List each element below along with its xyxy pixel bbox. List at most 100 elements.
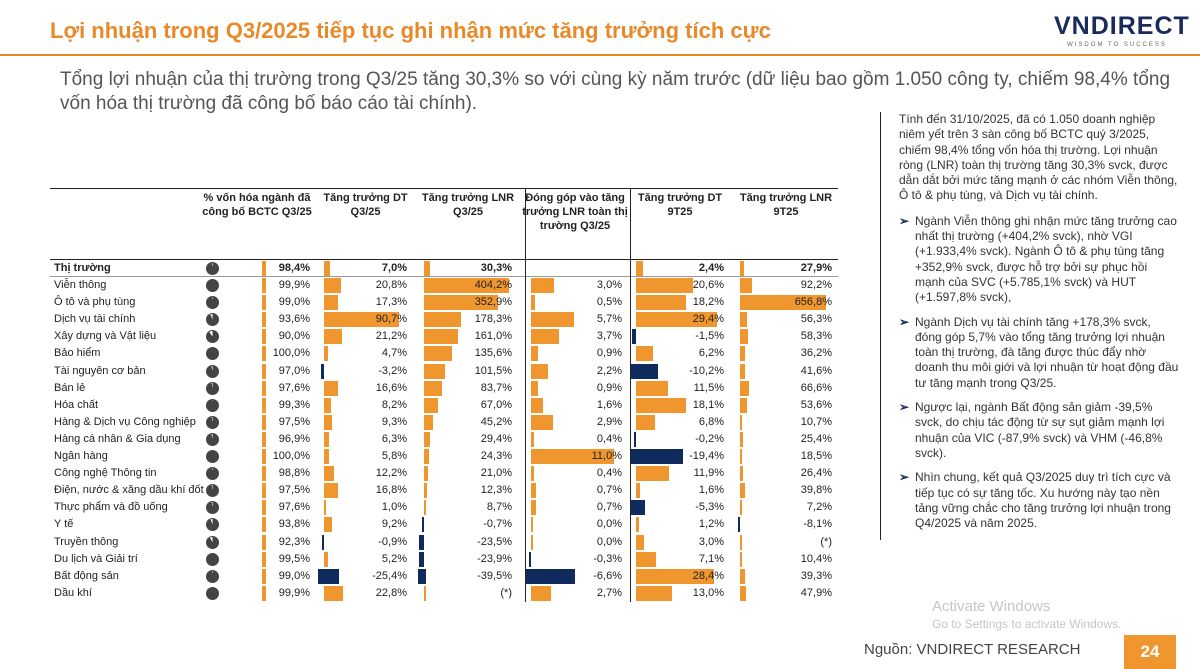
dt-value: 9,2% [381, 518, 407, 531]
dt-value: 8,2% [381, 398, 407, 411]
dt9-bar [631, 329, 636, 345]
table-row: Truyền thông 92,3% -0,9% -23,5% 0,0% 3,0% (*) [50, 534, 838, 551]
sector-name: Tài nguyên cơ bản [54, 364, 146, 377]
lnr-value: 30,3% [480, 262, 512, 274]
lnr9-value: 26,4% [800, 467, 832, 480]
coverage-value: 99,0% [278, 569, 310, 582]
table-row: Hàng cá nhân & Gia dụng 96,9% 6,3% 29,4% 0,4… [50, 431, 838, 448]
coverage-pie-icon [206, 415, 219, 429]
lnr-bar [424, 346, 453, 362]
bullet-text: Ngành Viễn thông ghi nhận mức tăng trưởn… [915, 213, 1177, 305]
lnr-value: (*) [500, 586, 512, 599]
dt-value: -3,2% [378, 364, 407, 377]
dt-bar [324, 261, 330, 276]
lnr-value: 352,9% [474, 296, 512, 309]
coverage-pie-icon [206, 552, 219, 566]
contrib-value: -0,3% [593, 552, 622, 565]
contrib-bar [531, 414, 553, 430]
lnr9-value: 56,3% [800, 313, 832, 326]
header-cap: % vốn hóa ngành đã công bố BCTC Q3/25 [202, 192, 312, 218]
contrib-value: 2,9% [596, 415, 622, 428]
sector-name: Bán lẻ [54, 381, 86, 394]
table-row: Dầu khí 99,9% 22,8% (*) 2,7% 13,0% 47,9% [50, 585, 838, 602]
commentary-panel: Tính đến 31/10/2025, đã có 1.050 doanh n… [880, 112, 1180, 541]
dt9-bar [636, 534, 645, 550]
contrib-bar [531, 380, 538, 396]
contrib-value: 0,7% [596, 484, 622, 497]
dt9-bar [630, 500, 645, 516]
dt9-value: 13,0% [692, 586, 724, 599]
lnr-bar [424, 500, 426, 516]
dt9-value: 2,4% [698, 262, 724, 274]
coverage-value: 96,9% [278, 432, 310, 445]
sector-name: Y tế [54, 518, 74, 531]
lnr-value: -39,5% [477, 569, 512, 582]
lnr9-value: 39,8% [800, 484, 832, 497]
dt9-bar [636, 261, 643, 276]
header-dt-9t: Tăng trưởng DT 9T25 [637, 192, 723, 218]
table-row: Bất động sản 99,0% -25,4% -39,5% -6,6% 28,4% 3… [50, 568, 838, 585]
contrib-value: 5,7% [596, 313, 622, 326]
coverage-bar [262, 261, 266, 276]
lnr-bar [424, 466, 429, 482]
column-divider-left [525, 188, 526, 602]
dt9-bar [636, 568, 715, 584]
lnr-value: 21,0% [480, 467, 512, 480]
lnr9-bar [740, 431, 744, 447]
table-row: Ô tô và phụ tùng 99,0% 17,3% 352,9% 0,5% 18,2… [50, 294, 838, 311]
lnr-bar [422, 517, 424, 533]
contrib-bar [531, 517, 533, 533]
contrib-bar [531, 278, 554, 294]
coverage-bar [262, 466, 266, 482]
coverage-value: 99,3% [278, 398, 310, 411]
lnr-value: 135,6% [474, 347, 512, 360]
dt-value: 4,7% [381, 347, 407, 360]
sector-name: Điện, nước & xăng dầu khí đốt [54, 484, 204, 497]
commentary-bullet: ➢ Ngược lại, ngành Bất động sản giảm -39,… [899, 400, 1180, 461]
lnr-bar [424, 278, 509, 294]
sector-name: Dầu khí [54, 586, 92, 599]
coverage-bar [262, 346, 266, 362]
dt9-value: 3,0% [698, 535, 724, 548]
dt9-value: 1,6% [698, 484, 724, 497]
lnr-value: 67,0% [480, 398, 512, 411]
commentary-bullet: ➢ Ngành Dịch vụ tài chính tăng +178,3% sv… [899, 315, 1180, 391]
lnr9-value: 58,3% [800, 330, 832, 343]
dt-bar [324, 431, 330, 447]
lnr9-bar [740, 397, 748, 413]
arrow-bullet-icon: ➢ [899, 470, 910, 485]
lnr9-bar [740, 585, 747, 601]
table-row: Y tế 93,8% 9,2% -0,7% 0,0% 1,2% -8,1% [50, 516, 838, 533]
dt9-value: 6,2% [698, 347, 724, 360]
table-row: Viễn thông 99,9% 20,8% 404,2% 3,0% 20,6% 92,2% [50, 277, 838, 294]
contrib-bar [531, 312, 575, 328]
coverage-value: 93,8% [278, 518, 310, 531]
contrib-bar [531, 483, 537, 499]
table-row: Công nghệ Thông tin 98,8% 12,2% 21,0% 0,4% 11… [50, 465, 838, 482]
dt9-value: -1,5% [695, 330, 724, 343]
lnr9-bar [740, 346, 745, 362]
lnr-value: -0,7% [483, 518, 512, 531]
lnr-bar [424, 449, 430, 465]
coverage-pie-icon [206, 330, 219, 344]
sector-table: % vốn hóa ngành đã công bố BCTC Q3/25 Tă… [50, 188, 838, 602]
lnr-value: 29,4% [480, 432, 512, 445]
sector-name: Ô tô và phụ tùng [54, 296, 136, 309]
logo-text: VNDIRECT [1054, 12, 1190, 40]
lnr9-bar [740, 414, 742, 430]
table-row: Ngân hàng 100,0% 5,8% 24,3% 11,0% -19,4% 18,5% [50, 448, 838, 465]
vndirect-logo: VNDIRECT WISDOM TO SUCCESS [1054, 12, 1190, 56]
dt-bar [324, 346, 328, 362]
lnr9-value: (*) [820, 535, 832, 548]
lnr-value: -23,5% [477, 535, 512, 548]
dt-value: 1,0% [381, 501, 407, 514]
coverage-pie-icon [206, 467, 219, 481]
dt9-bar [630, 363, 659, 379]
coverage-bar [262, 278, 266, 294]
lnr9-value: 66,6% [800, 381, 832, 394]
dt-value: 7,0% [381, 262, 407, 274]
lnr9-value: 18,5% [800, 450, 832, 463]
dt-value: 6,3% [381, 432, 407, 445]
coverage-value: 100,0% [272, 347, 310, 360]
dt9-value: -0,2% [695, 432, 724, 445]
